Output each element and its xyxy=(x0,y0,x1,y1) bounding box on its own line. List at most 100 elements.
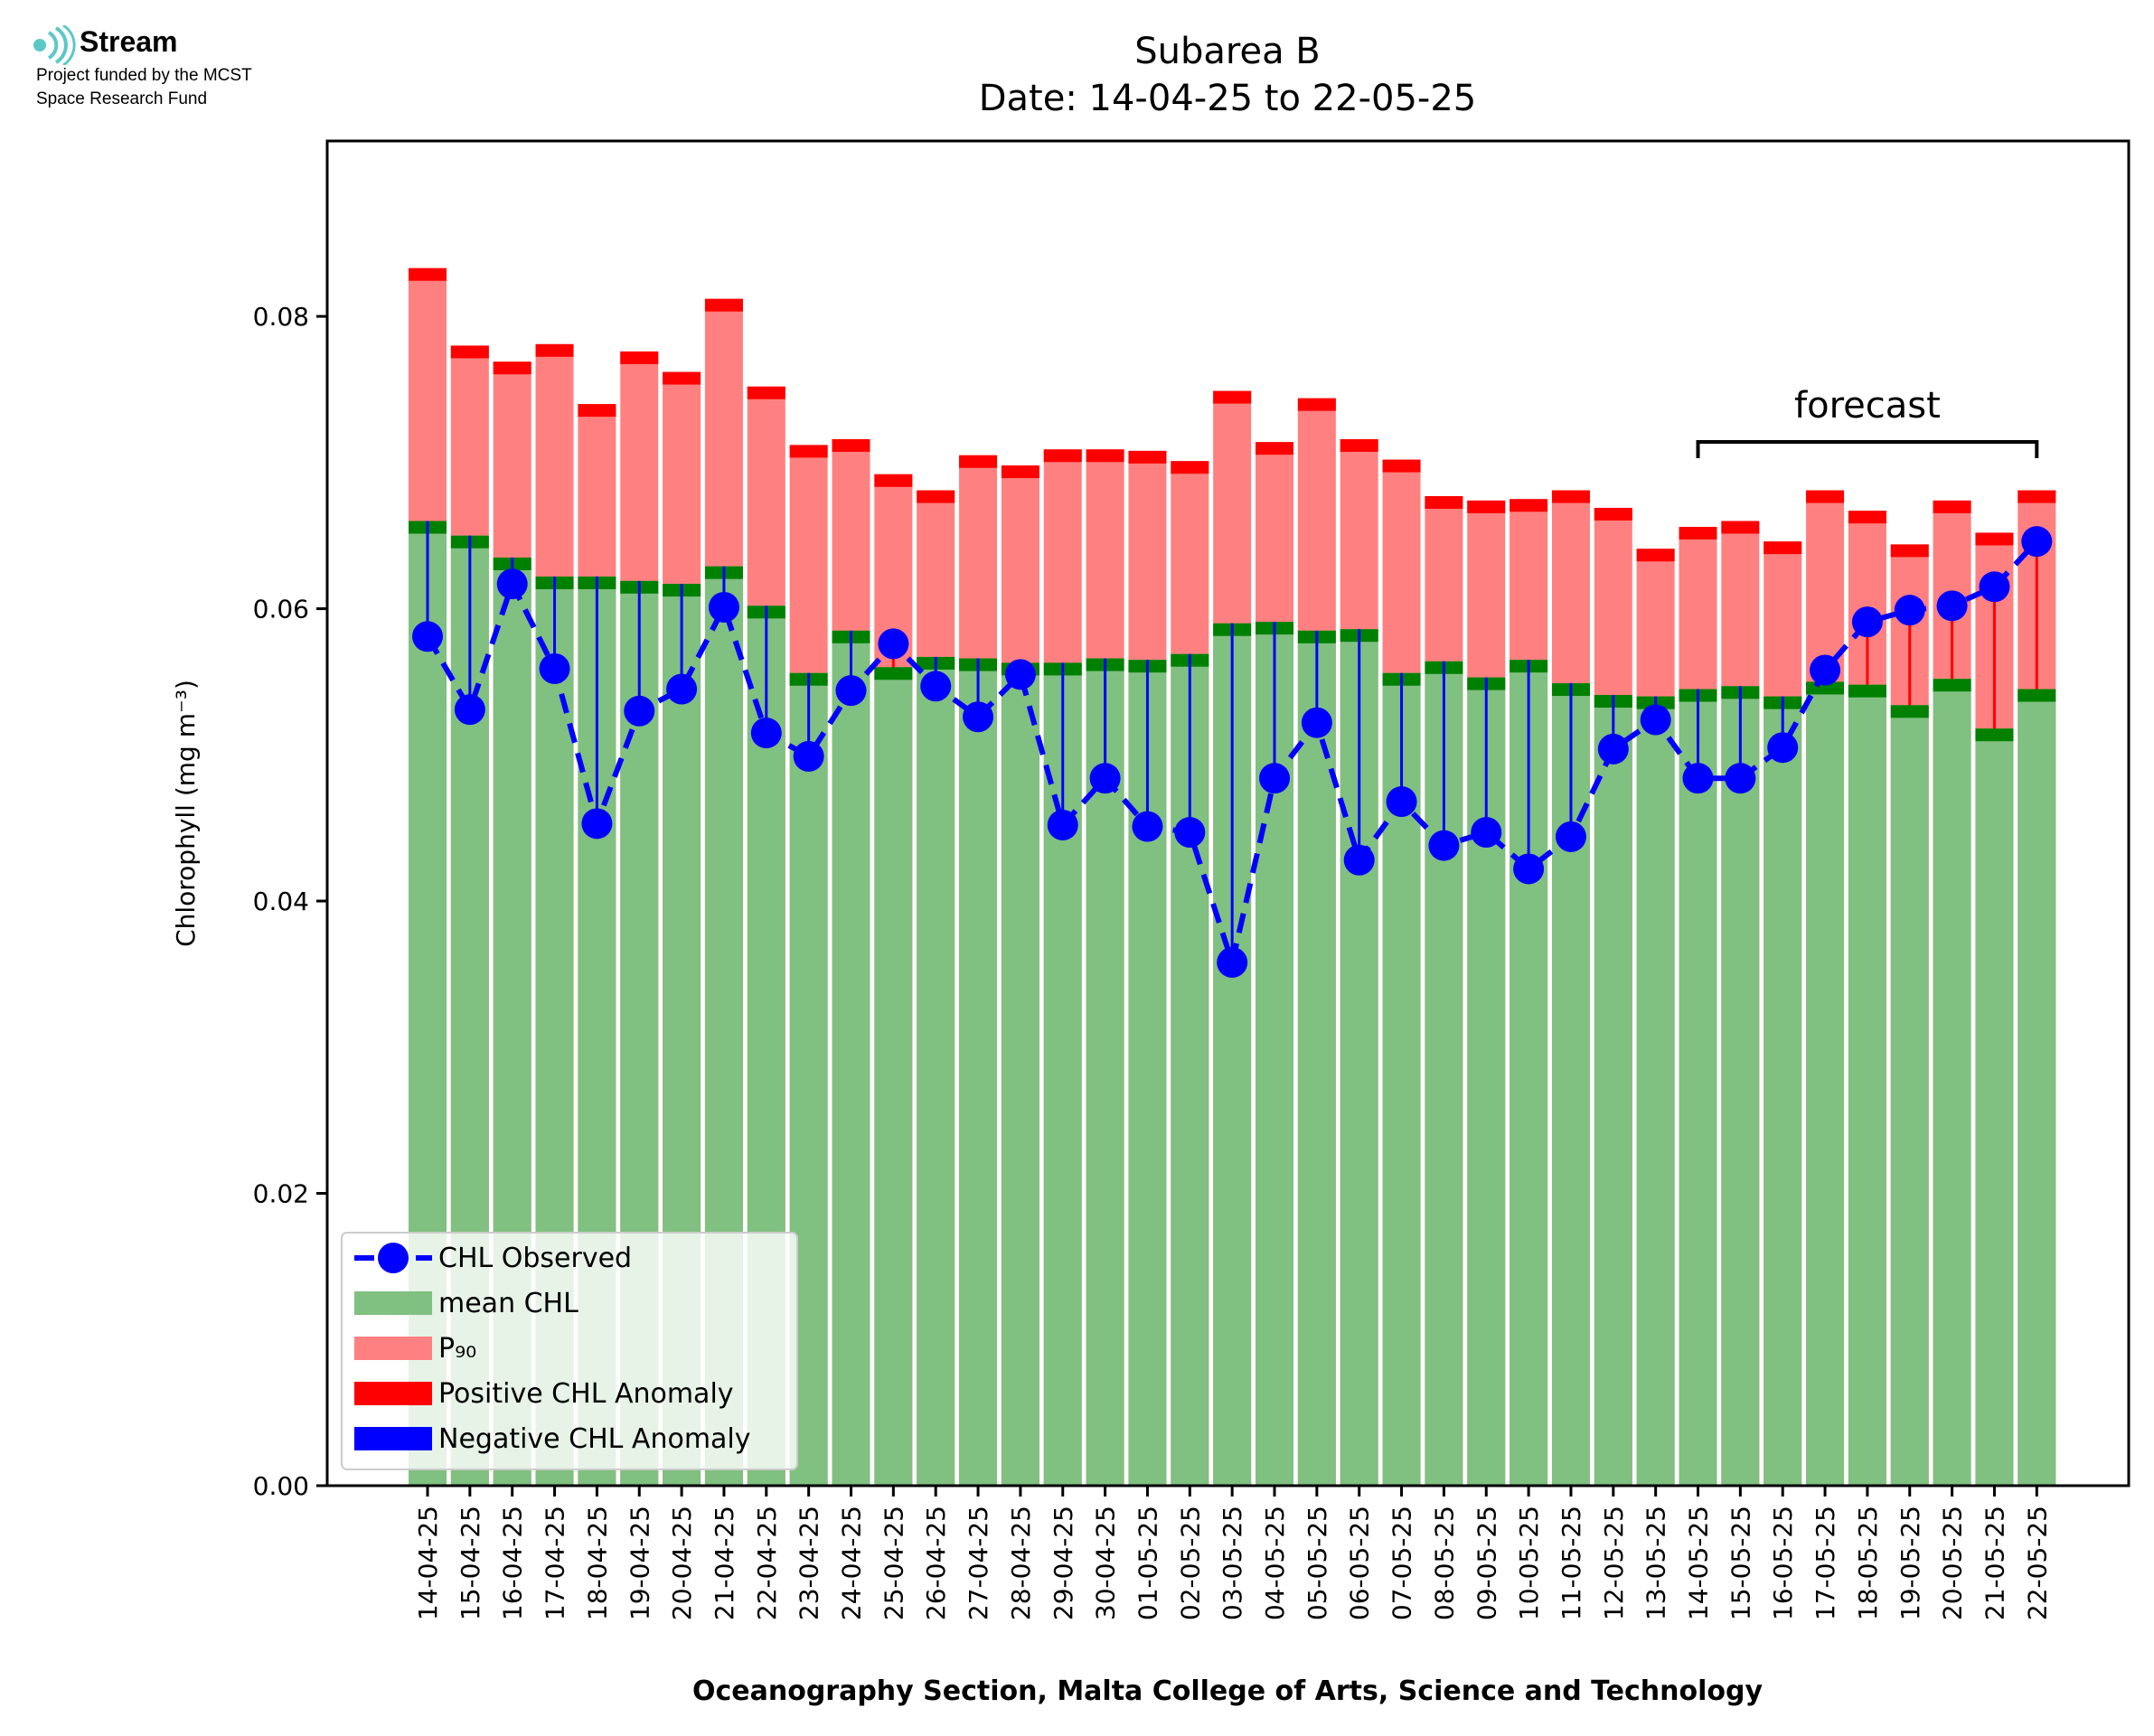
forecast-label: forecast xyxy=(1794,385,1941,427)
p90-bar-cap xyxy=(1848,511,1886,524)
plot-frame xyxy=(325,139,2130,1487)
p90-bar-cap xyxy=(1551,490,1590,503)
x-tick-label: 20-05-25 xyxy=(1938,1506,1968,1620)
x-tick-label: 24-04-25 xyxy=(837,1506,867,1620)
forecast-bracket xyxy=(1696,440,2039,458)
observed-point xyxy=(1979,571,2010,603)
x-tick-label: 04-05-25 xyxy=(1260,1506,1290,1620)
observed-point xyxy=(454,694,485,726)
observed-point xyxy=(1936,590,1968,622)
logo-name: Stream xyxy=(80,25,178,58)
x-tick-label: 23-04-25 xyxy=(795,1506,824,1620)
chart-title: Subarea B xyxy=(1134,31,1321,72)
mean-bar xyxy=(2018,689,2056,1486)
p90-bar-cap xyxy=(1256,442,1293,455)
x-tick-label: 15-05-25 xyxy=(1726,1506,1755,1620)
p90-bar-cap xyxy=(409,267,447,281)
legend-label: Negative CHL Anomaly xyxy=(438,1423,751,1455)
legend-swatch xyxy=(354,1337,432,1360)
p90-bar-cap xyxy=(704,298,743,312)
x-tick-label: 25-04-25 xyxy=(879,1506,908,1620)
mean-bar xyxy=(1636,696,1675,1486)
x-tick-label: 21-05-25 xyxy=(1980,1506,2009,1620)
mean-bar xyxy=(1679,689,1717,1486)
x-tick-label: 05-05-25 xyxy=(1303,1506,1332,1620)
observed-point xyxy=(1343,844,1375,876)
legend-swatch xyxy=(354,1291,432,1315)
x-tick-label: 07-05-25 xyxy=(1387,1506,1417,1620)
p90-bar-cap xyxy=(874,474,913,487)
p90-bar-cap xyxy=(1128,450,1167,464)
observed-point xyxy=(412,621,443,652)
axes: 0.00 0.02 0.04 0.06 0.08 14-04-25 15-04-25 16-0… xyxy=(253,302,2053,1620)
p90-bar-cap xyxy=(578,404,616,418)
plot-area xyxy=(409,267,2056,1487)
observed-point xyxy=(1682,763,1714,794)
x-tick-label: 28-04-25 xyxy=(1006,1506,1036,1620)
mean-bar-cap xyxy=(1933,679,1971,692)
mean-bar-cap xyxy=(1975,728,2014,742)
observed-point xyxy=(878,628,909,660)
observed-point xyxy=(1428,830,1460,861)
legend-label: Positive CHL Anomaly xyxy=(438,1378,734,1410)
p90-bar-cap xyxy=(917,490,955,503)
observed-point xyxy=(539,652,570,684)
p90-bar-cap xyxy=(663,371,701,385)
x-tick-label: 18-05-25 xyxy=(1853,1506,1883,1620)
observed-point xyxy=(1259,763,1290,794)
p90-bar-cap xyxy=(1467,500,1506,513)
p90-bar-cap xyxy=(1213,390,1252,404)
mean-bar xyxy=(832,630,870,1486)
p90-bar-cap xyxy=(1510,499,1548,512)
x-tick-label: 12-05-25 xyxy=(1599,1506,1629,1620)
mean-bar xyxy=(1001,662,1039,1486)
x-tick-label: 17-04-25 xyxy=(541,1506,570,1620)
mean-bar-cap xyxy=(1848,684,1886,698)
x-tick-label: 08-05-25 xyxy=(1429,1506,1459,1620)
p90-bar-cap xyxy=(789,445,828,458)
p90-bar-cap xyxy=(1636,549,1675,562)
y-tick-label: 0.04 xyxy=(253,887,309,916)
observed-point xyxy=(963,701,994,733)
p90-bar-cap xyxy=(1764,541,1802,555)
y-tick-label: 0.06 xyxy=(253,595,309,624)
x-tick-label: 26-04-25 xyxy=(921,1506,951,1620)
mean-bar xyxy=(1975,728,2014,1486)
x-tick-label: 22-05-25 xyxy=(2022,1506,2052,1620)
observed-point xyxy=(1555,821,1586,852)
logo-funding-line-1: Project funded by the MCST xyxy=(36,66,252,85)
p90-bar-cap xyxy=(1086,449,1124,463)
p90-bar-cap xyxy=(1340,438,1378,452)
mean-bar xyxy=(1594,694,1632,1486)
observed-point xyxy=(581,808,613,840)
x-tick-label: 16-05-25 xyxy=(1768,1506,1798,1620)
x-tick-label: 14-04-25 xyxy=(413,1506,443,1620)
x-tick-label: 19-05-25 xyxy=(1895,1506,1925,1620)
p90-bar-cap xyxy=(493,361,531,375)
x-tick-label: 15-04-25 xyxy=(456,1506,485,1620)
mean-bar-cap xyxy=(1890,705,1929,718)
logo-funding-line-2: Space Research Fund xyxy=(36,89,208,108)
x-tick-label: 29-04-25 xyxy=(1049,1506,1078,1620)
legend-label: mean CHL xyxy=(438,1288,578,1319)
mean-bar xyxy=(1933,679,1971,1486)
x-tick-label: 10-05-25 xyxy=(1514,1506,1544,1620)
x-tick-label: 30-04-25 xyxy=(1091,1506,1121,1620)
legend-swatch xyxy=(354,1382,432,1405)
y-tick-label: 0.00 xyxy=(253,1471,309,1501)
p90-bar-cap xyxy=(450,345,489,359)
observed-point xyxy=(1471,817,1502,849)
observed-point xyxy=(1089,763,1121,794)
p90-bar-cap xyxy=(1382,459,1421,473)
forecast-annotation: forecast xyxy=(1696,385,2039,458)
observed-point xyxy=(1597,733,1629,765)
chart-subtitle: Date: 14-04-25 to 22-05-25 xyxy=(979,78,1477,119)
x-tick-label: 01-05-25 xyxy=(1133,1506,1162,1620)
p90-bar-cap xyxy=(1043,449,1082,463)
stream-logo-icon xyxy=(33,25,76,65)
observed-point xyxy=(1047,809,1078,840)
x-tick-label: 09-05-25 xyxy=(1472,1506,1501,1620)
mean-bar xyxy=(1890,705,1929,1486)
y-tick-label: 0.02 xyxy=(253,1179,309,1209)
